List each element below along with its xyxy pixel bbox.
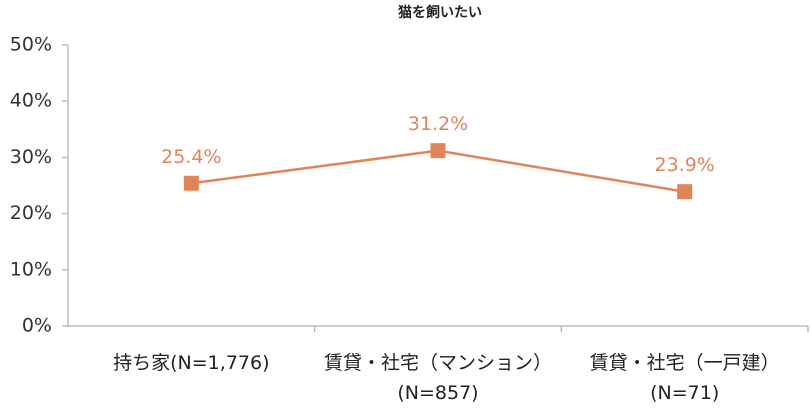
value-label: 31.2% xyxy=(408,113,468,135)
y-tick-label: 50% xyxy=(10,34,52,56)
y-tick-label: 30% xyxy=(10,146,52,168)
y-tick-label: 0% xyxy=(22,315,52,337)
chart-title: 猫を飼いたい xyxy=(398,4,482,21)
value-label: 25.4% xyxy=(161,146,221,168)
x-tick-label: 賃貸・社宅（マンション）(N=857) xyxy=(324,352,552,404)
marker xyxy=(183,175,199,191)
x-tick-label: 賃貸・社宅（一戸建）(N=71) xyxy=(590,352,780,404)
marker xyxy=(430,143,446,159)
marker xyxy=(677,184,693,200)
y-tick-label: 40% xyxy=(10,90,52,112)
value-label: 23.9% xyxy=(654,154,714,176)
y-tick-label: 10% xyxy=(10,258,52,280)
y-tick-label: 20% xyxy=(10,202,52,224)
x-tick-label: 持ち家(N=1,776) xyxy=(113,352,269,374)
